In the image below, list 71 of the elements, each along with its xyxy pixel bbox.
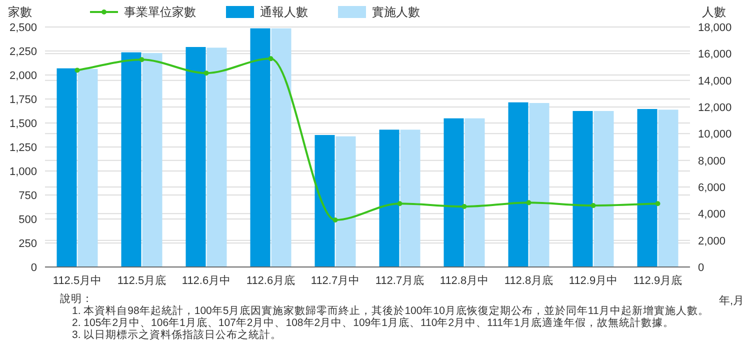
bar	[658, 110, 678, 267]
bar	[186, 47, 206, 267]
legend-label: 通報人數	[260, 5, 308, 19]
bar	[508, 102, 528, 267]
bar	[121, 52, 142, 267]
y-tick-label: 500	[18, 214, 37, 226]
text: 1. 本資料自98年起統計，100年5月底因實施家數歸零而終止，其後於100年10月底恢復定期公布，並於同年11月中起新增實施人數。	[72, 304, 709, 317]
bar	[637, 109, 658, 267]
y-tick-label: 1,250	[9, 142, 37, 154]
x-tick-label: 112.7月底	[375, 274, 424, 287]
point	[268, 56, 274, 62]
x-tick-label: 112.9月中	[568, 274, 618, 287]
x-tick-label: 112.9月底	[633, 274, 682, 287]
x-tick-label: 112.7月中	[310, 274, 360, 287]
bar	[400, 130, 420, 267]
y-tick-label: 2,500	[9, 22, 37, 34]
x-tick-label: 112.8月中	[440, 274, 489, 287]
point	[139, 57, 144, 62]
y-tick-label: 250	[18, 238, 37, 250]
x-tick-label: 112.6月底	[246, 274, 296, 287]
y2-axis-title: 人數	[702, 5, 726, 19]
point	[655, 201, 660, 206]
y-axis-title: 家數	[8, 5, 32, 19]
y2-tick-label: 8,000	[698, 155, 726, 168]
x-tick-label: 112.8月底	[504, 274, 554, 287]
point	[397, 201, 402, 206]
y-tick-label: 1,500	[9, 118, 37, 130]
y2-tick-label: 12,000	[698, 102, 732, 114]
text: 2. 105年2月中、106年1月底、107年2月中、108年2月中、109年1月底、110年2月中、111年1月底適逢年假，故無統計數據。	[72, 316, 674, 329]
bar	[56, 68, 77, 267]
point	[590, 203, 596, 208]
bar	[206, 48, 227, 267]
text: 3. 以日期標示之資料係指該日公布之統計。	[72, 328, 282, 341]
x-tick-label: 112.5月中	[52, 274, 102, 287]
point	[204, 70, 209, 76]
y2-tick-label: 10,000	[698, 128, 732, 141]
point	[332, 217, 338, 222]
bar	[271, 28, 292, 267]
bar	[379, 130, 400, 267]
legend-label: 事業單位家數	[124, 5, 196, 19]
y2-tick-label: 2,000	[698, 235, 726, 248]
bar	[314, 135, 335, 267]
y-tick-label: 2,000	[9, 70, 37, 82]
point	[526, 200, 532, 206]
y2-tick-label: 6,000	[698, 182, 726, 194]
bar	[529, 103, 550, 267]
y-tick-label: 1,750	[9, 94, 37, 106]
bar	[572, 111, 593, 267]
x-axis-title: 年,月	[718, 295, 744, 307]
x-tick-label: 112.5月底	[117, 274, 166, 287]
y-tick-label: 1,000	[9, 166, 37, 178]
bar	[142, 53, 162, 267]
y2-tick-label: 14,000	[698, 75, 732, 88]
bar	[594, 111, 614, 267]
y-tick-label: 750	[18, 190, 37, 202]
bar	[78, 69, 98, 267]
y2-tick-label: 0	[698, 262, 704, 274]
x-tick-label: 112.6月中	[182, 274, 231, 287]
point	[74, 68, 80, 73]
y2-tick-label: 4,000	[698, 208, 726, 221]
bar	[464, 118, 485, 267]
bar	[336, 136, 356, 267]
y2-tick-label: 18,000	[698, 22, 732, 34]
legend-label: 實施人數	[372, 5, 420, 19]
bar	[250, 28, 270, 267]
y-tick-label: 0	[30, 262, 37, 274]
bar	[444, 118, 464, 267]
point	[462, 204, 467, 210]
text: 說明：	[60, 292, 93, 305]
y2-tick-label: 16,000	[698, 48, 732, 61]
y-tick-label: 2,250	[9, 46, 37, 58]
